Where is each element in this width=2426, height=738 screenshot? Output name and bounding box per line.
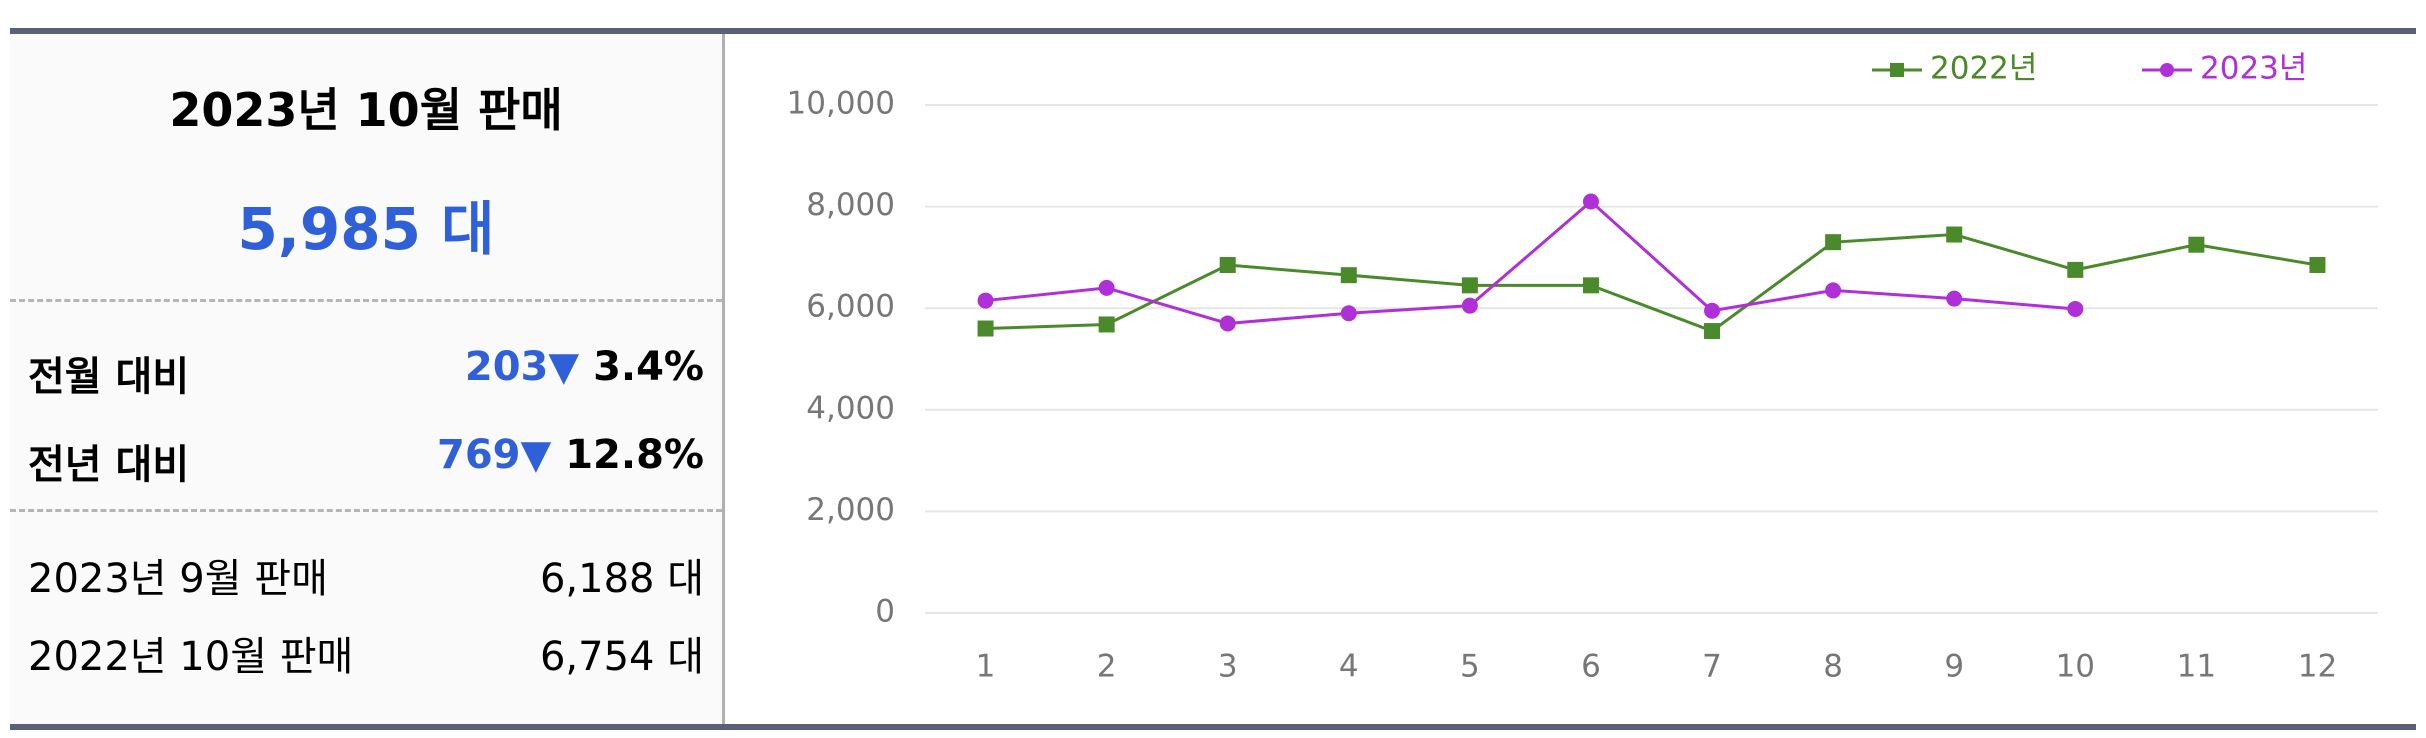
detail-row: 2023년 9월 판매 6,188 대 — [28, 546, 704, 604]
value: 6,754 대 — [539, 634, 704, 680]
data-point — [977, 320, 994, 337]
data-point — [1340, 267, 1357, 284]
x-tick-label: 12 — [2298, 649, 2337, 685]
change: 769▼ — [437, 432, 552, 478]
widget: 2023년 10월 판매 5,985 대 전월 대비 203▼ 3.4% 전년 … — [10, 28, 2416, 730]
x-tick-label: 4 — [1339, 649, 1359, 685]
x-tick-label: 7 — [1702, 649, 1722, 685]
y-tick-label: 2,000 — [806, 492, 895, 528]
change-group: 203▼ 3.4% — [465, 344, 704, 402]
x-tick-label: 8 — [1823, 649, 1843, 685]
legend-label: 2022년 — [1930, 51, 2037, 87]
label: 전년 대비 — [28, 442, 190, 488]
data-point — [1461, 277, 1478, 294]
data-point — [1825, 234, 1842, 251]
data-point — [2188, 236, 2205, 253]
x-tick-label: 6 — [1581, 649, 1601, 685]
x-tick-label: 11 — [2177, 649, 2216, 685]
series-line — [985, 233, 2318, 333]
legend-marker — [1890, 63, 1904, 77]
data-point — [1946, 290, 1963, 307]
data-point — [1461, 297, 1478, 314]
data-point — [2067, 261, 2084, 278]
label: 2022년 10월 판매 — [28, 634, 354, 680]
data-point — [1825, 282, 1842, 299]
x-tick-label: 3 — [1218, 649, 1238, 685]
data-point — [1582, 277, 1599, 294]
y-tick-label: 8,000 — [806, 187, 895, 223]
data-point — [1946, 226, 1963, 243]
summary-title: 2023년 10월 판매 — [169, 83, 563, 137]
series-line — [985, 199, 2076, 325]
data-point — [1340, 305, 1357, 322]
change-group: 769▼ 12.8% — [437, 432, 704, 490]
y-tick-label: 10,000 — [787, 86, 895, 122]
data-point — [1704, 323, 1721, 340]
data-point — [2309, 257, 2326, 274]
legend-label: 2023년 — [2200, 51, 2307, 87]
detail-row: 2022년 10월 판매 6,754 대 — [28, 624, 704, 682]
x-tick-label: 5 — [1460, 649, 1480, 685]
x-tick-label: 2 — [1097, 649, 1117, 685]
data-point — [1098, 316, 1115, 333]
data-point — [1219, 315, 1236, 332]
comparison-row: 전월 대비 203▼ 3.4% — [28, 344, 704, 402]
x-tick-label: 9 — [1944, 649, 1964, 685]
change: 203▼ — [464, 344, 580, 390]
data-point — [977, 292, 994, 309]
y-tick-label: 0 — [875, 594, 895, 630]
label: 전월 대비 — [28, 354, 190, 400]
rate: 12.8% — [565, 432, 704, 478]
x-tick-label: 1 — [976, 649, 996, 685]
x-tick-label: 10 — [2056, 649, 2095, 685]
summary-panel: 2023년 10월 판매 5,985 대 전월 대비 203▼ 3.4% 전년 … — [10, 34, 725, 724]
summary-value: 5,985 대 — [237, 195, 495, 263]
rate: 3.4% — [593, 344, 704, 390]
data-point — [2067, 300, 2084, 317]
data-point — [1704, 302, 1721, 319]
value: 6,188 대 — [539, 556, 704, 602]
data-point — [1219, 257, 1236, 274]
data-point — [1582, 193, 1599, 210]
divider — [10, 509, 722, 512]
label: 2023년 9월 판매 — [28, 556, 328, 602]
y-tick-label: 6,000 — [806, 289, 895, 325]
comparison-row: 전년 대비 769▼ 12.8% — [28, 432, 704, 490]
y-tick-label: 4,000 — [806, 390, 895, 426]
legend-marker — [2160, 63, 2174, 77]
divider — [10, 299, 722, 302]
data-point — [1098, 279, 1115, 296]
